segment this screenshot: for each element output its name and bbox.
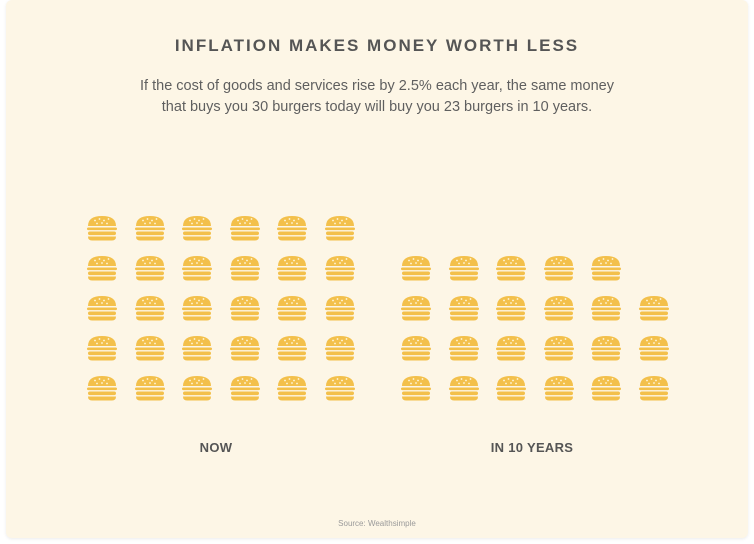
chart-subtitle: If the cost of goods and services rise b…	[96, 76, 658, 118]
burger-icon	[229, 216, 260, 241]
burger-icon	[324, 256, 355, 281]
burger-icon	[134, 296, 165, 321]
burger-icon	[591, 296, 621, 321]
burger-icon	[229, 256, 260, 281]
burger-icon	[496, 376, 526, 401]
burger-icon	[401, 376, 431, 401]
burger-icon	[401, 256, 431, 281]
burger-icon	[134, 376, 165, 401]
burger-icon	[87, 376, 117, 401]
burger-icon	[448, 376, 479, 401]
burger-icon	[543, 296, 574, 321]
burger-icon	[324, 216, 355, 241]
burger-icon	[496, 296, 526, 321]
group-label-now: NOW	[199, 440, 233, 455]
burger-icon	[448, 296, 479, 321]
burger-icon	[448, 256, 479, 281]
burger-icon	[324, 296, 355, 321]
burger-icon	[87, 336, 117, 361]
burger-grid-now	[86, 174, 356, 404]
burger-icon	[277, 336, 307, 361]
burger-icon	[182, 256, 212, 281]
burger-icon	[496, 256, 526, 281]
burger-icon	[543, 256, 574, 281]
burger-icon	[448, 336, 479, 361]
burger-icon	[134, 216, 165, 241]
burger-icon	[277, 256, 307, 281]
burger-icon	[277, 376, 307, 401]
burger-icon	[543, 376, 574, 401]
burger-icon	[277, 296, 307, 321]
burger-icon	[638, 296, 669, 321]
burger-icon	[591, 256, 621, 281]
source-note: Source: Wealthsimple	[338, 519, 416, 528]
burger-icon	[182, 216, 212, 241]
burger-icon	[543, 336, 574, 361]
burger-icon	[401, 296, 431, 321]
infographic-card: INFLATION MAKES MONEY WORTH LESS If the …	[6, 0, 748, 538]
subtitle-line-2: that buys you 30 burgers today will buy …	[161, 99, 593, 115]
burger-icon	[182, 376, 212, 401]
burger-icon	[324, 336, 355, 361]
chart-title: INFLATION MAKES MONEY WORTH LESS	[174, 36, 580, 55]
subtitle-line-1: If the cost of goods and services rise b…	[140, 78, 614, 94]
burger-icon	[324, 376, 355, 401]
burger-icon	[638, 376, 669, 401]
burger-icon	[87, 296, 117, 321]
burger-icon	[591, 336, 621, 361]
burger-icon	[182, 296, 212, 321]
burger-icon	[229, 336, 260, 361]
group-label-10-years: IN 10 YEARS	[490, 440, 574, 455]
burger-icon	[87, 216, 117, 241]
burger-icon	[229, 296, 260, 321]
burger-icon	[401, 336, 431, 361]
burger-icon	[87, 256, 117, 281]
burger-icon	[496, 336, 526, 361]
burger-grid-10-years	[400, 174, 700, 404]
burger-icon	[277, 216, 307, 241]
burger-icon	[182, 336, 212, 361]
burger-icon	[229, 376, 260, 401]
burger-icon	[134, 256, 165, 281]
burger-icon	[638, 336, 669, 361]
burger-icon	[134, 336, 165, 361]
burger-icon	[591, 376, 621, 401]
